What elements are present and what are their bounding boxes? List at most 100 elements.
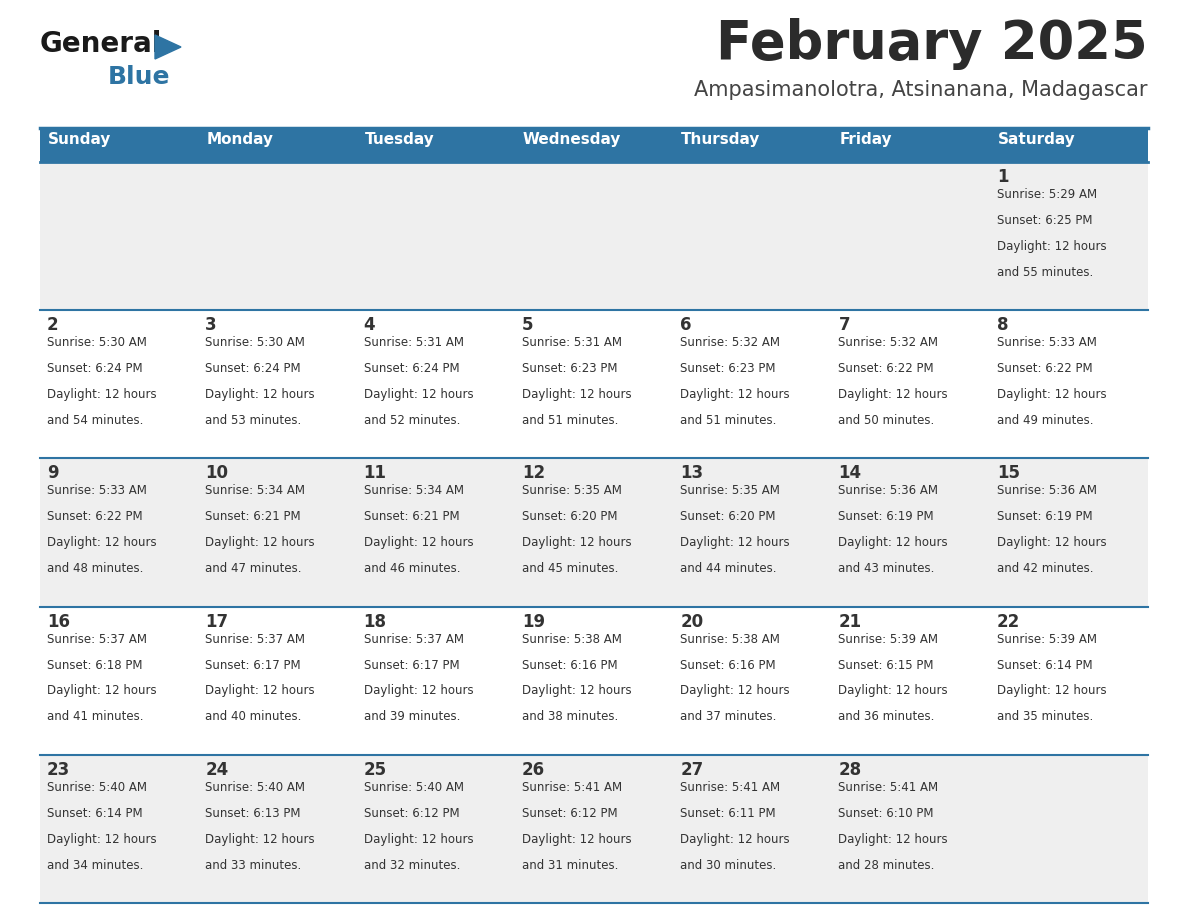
Text: Sunset: 6:24 PM: Sunset: 6:24 PM [206,362,301,375]
Text: Daylight: 12 hours: Daylight: 12 hours [681,685,790,698]
Text: Sunrise: 5:30 AM: Sunrise: 5:30 AM [48,336,147,349]
Text: Blue: Blue [108,65,171,89]
Text: Sunrise: 5:32 AM: Sunrise: 5:32 AM [839,336,939,349]
Text: Sunrise: 5:39 AM: Sunrise: 5:39 AM [997,633,1097,645]
Text: 6: 6 [681,316,691,334]
Text: Sunrise: 5:39 AM: Sunrise: 5:39 AM [839,633,939,645]
Text: Sunday: Sunday [48,132,112,147]
FancyBboxPatch shape [990,130,1148,162]
Text: 15: 15 [997,465,1019,482]
FancyBboxPatch shape [40,755,1148,903]
Text: 18: 18 [364,612,386,631]
Text: 27: 27 [681,761,703,778]
Text: Sunset: 6:23 PM: Sunset: 6:23 PM [522,362,618,375]
Text: Daylight: 12 hours: Daylight: 12 hours [364,536,473,549]
Text: Daylight: 12 hours: Daylight: 12 hours [48,833,157,845]
Text: and 51 minutes.: and 51 minutes. [681,414,777,427]
Text: Sunrise: 5:31 AM: Sunrise: 5:31 AM [364,336,463,349]
Text: Sunrise: 5:31 AM: Sunrise: 5:31 AM [522,336,621,349]
Text: 5: 5 [522,316,533,334]
Text: Sunrise: 5:41 AM: Sunrise: 5:41 AM [522,781,623,794]
Text: Daylight: 12 hours: Daylight: 12 hours [364,685,473,698]
Text: Sunrise: 5:35 AM: Sunrise: 5:35 AM [681,485,781,498]
Text: Sunrise: 5:29 AM: Sunrise: 5:29 AM [997,188,1097,201]
Text: and 48 minutes.: and 48 minutes. [48,562,144,576]
Text: Daylight: 12 hours: Daylight: 12 hours [681,388,790,401]
Text: Sunset: 6:21 PM: Sunset: 6:21 PM [206,510,301,523]
Text: Daylight: 12 hours: Daylight: 12 hours [206,536,315,549]
FancyBboxPatch shape [198,130,356,162]
Text: Daylight: 12 hours: Daylight: 12 hours [364,388,473,401]
Text: Sunrise: 5:40 AM: Sunrise: 5:40 AM [48,781,147,794]
Text: Daylight: 12 hours: Daylight: 12 hours [522,833,632,845]
Text: Sunrise: 5:37 AM: Sunrise: 5:37 AM [206,633,305,645]
Text: and 52 minutes.: and 52 minutes. [364,414,460,427]
Text: Daylight: 12 hours: Daylight: 12 hours [206,833,315,845]
Text: and 28 minutes.: and 28 minutes. [839,858,935,871]
Text: General: General [40,30,163,58]
Text: and 30 minutes.: and 30 minutes. [681,858,777,871]
Text: Tuesday: Tuesday [365,132,435,147]
Text: 16: 16 [48,612,70,631]
Text: Sunrise: 5:40 AM: Sunrise: 5:40 AM [364,781,463,794]
Text: Sunset: 6:11 PM: Sunset: 6:11 PM [681,807,776,820]
Text: Sunset: 6:12 PM: Sunset: 6:12 PM [522,807,618,820]
Text: February 2025: February 2025 [716,18,1148,70]
FancyBboxPatch shape [40,162,1148,310]
Text: Sunset: 6:16 PM: Sunset: 6:16 PM [522,658,618,672]
Text: Saturday: Saturday [998,132,1075,147]
Text: Sunset: 6:19 PM: Sunset: 6:19 PM [839,510,934,523]
Text: Sunset: 6:23 PM: Sunset: 6:23 PM [681,362,776,375]
Text: and 37 minutes.: and 37 minutes. [681,711,777,723]
Text: Sunrise: 5:34 AM: Sunrise: 5:34 AM [206,485,305,498]
Text: and 44 minutes.: and 44 minutes. [681,562,777,576]
Text: and 33 minutes.: and 33 minutes. [206,858,302,871]
Text: Sunset: 6:16 PM: Sunset: 6:16 PM [681,658,776,672]
Text: Sunrise: 5:40 AM: Sunrise: 5:40 AM [206,781,305,794]
FancyBboxPatch shape [832,130,990,162]
Text: Sunrise: 5:33 AM: Sunrise: 5:33 AM [997,336,1097,349]
Text: Daylight: 12 hours: Daylight: 12 hours [839,685,948,698]
Text: and 32 minutes.: and 32 minutes. [364,858,460,871]
Text: Sunset: 6:22 PM: Sunset: 6:22 PM [997,362,1092,375]
Text: 21: 21 [839,612,861,631]
Text: Sunset: 6:22 PM: Sunset: 6:22 PM [839,362,934,375]
Text: and 55 minutes.: and 55 minutes. [997,266,1093,279]
FancyBboxPatch shape [356,130,514,162]
Text: Sunset: 6:14 PM: Sunset: 6:14 PM [997,658,1092,672]
Text: Sunrise: 5:33 AM: Sunrise: 5:33 AM [48,485,147,498]
Text: Sunrise: 5:38 AM: Sunrise: 5:38 AM [681,633,781,645]
Text: Ampasimanolotra, Atsinanana, Madagascar: Ampasimanolotra, Atsinanana, Madagascar [695,80,1148,100]
Text: 7: 7 [839,316,851,334]
Text: Daylight: 12 hours: Daylight: 12 hours [48,685,157,698]
Text: Daylight: 12 hours: Daylight: 12 hours [522,388,632,401]
Text: Daylight: 12 hours: Daylight: 12 hours [997,388,1106,401]
Text: Sunset: 6:12 PM: Sunset: 6:12 PM [364,807,460,820]
Text: 24: 24 [206,761,228,778]
Text: Monday: Monday [207,132,273,147]
Text: Sunset: 6:17 PM: Sunset: 6:17 PM [364,658,460,672]
FancyBboxPatch shape [674,130,832,162]
Text: Daylight: 12 hours: Daylight: 12 hours [839,833,948,845]
Text: 2: 2 [48,316,58,334]
Text: Sunset: 6:18 PM: Sunset: 6:18 PM [48,658,143,672]
Text: Sunrise: 5:41 AM: Sunrise: 5:41 AM [839,781,939,794]
Text: Sunset: 6:24 PM: Sunset: 6:24 PM [364,362,460,375]
Text: Daylight: 12 hours: Daylight: 12 hours [364,833,473,845]
Text: and 31 minutes.: and 31 minutes. [522,858,618,871]
Text: 28: 28 [839,761,861,778]
Text: Sunrise: 5:36 AM: Sunrise: 5:36 AM [997,485,1097,498]
Text: 1: 1 [997,168,1009,186]
Text: Sunrise: 5:32 AM: Sunrise: 5:32 AM [681,336,781,349]
Text: and 54 minutes.: and 54 minutes. [48,414,144,427]
Text: Daylight: 12 hours: Daylight: 12 hours [681,833,790,845]
FancyBboxPatch shape [40,130,198,162]
Text: 10: 10 [206,465,228,482]
Text: Daylight: 12 hours: Daylight: 12 hours [206,388,315,401]
Text: Daylight: 12 hours: Daylight: 12 hours [997,685,1106,698]
FancyBboxPatch shape [40,458,1148,607]
Text: 20: 20 [681,612,703,631]
Text: 25: 25 [364,761,387,778]
Text: 11: 11 [364,465,386,482]
Text: 26: 26 [522,761,545,778]
